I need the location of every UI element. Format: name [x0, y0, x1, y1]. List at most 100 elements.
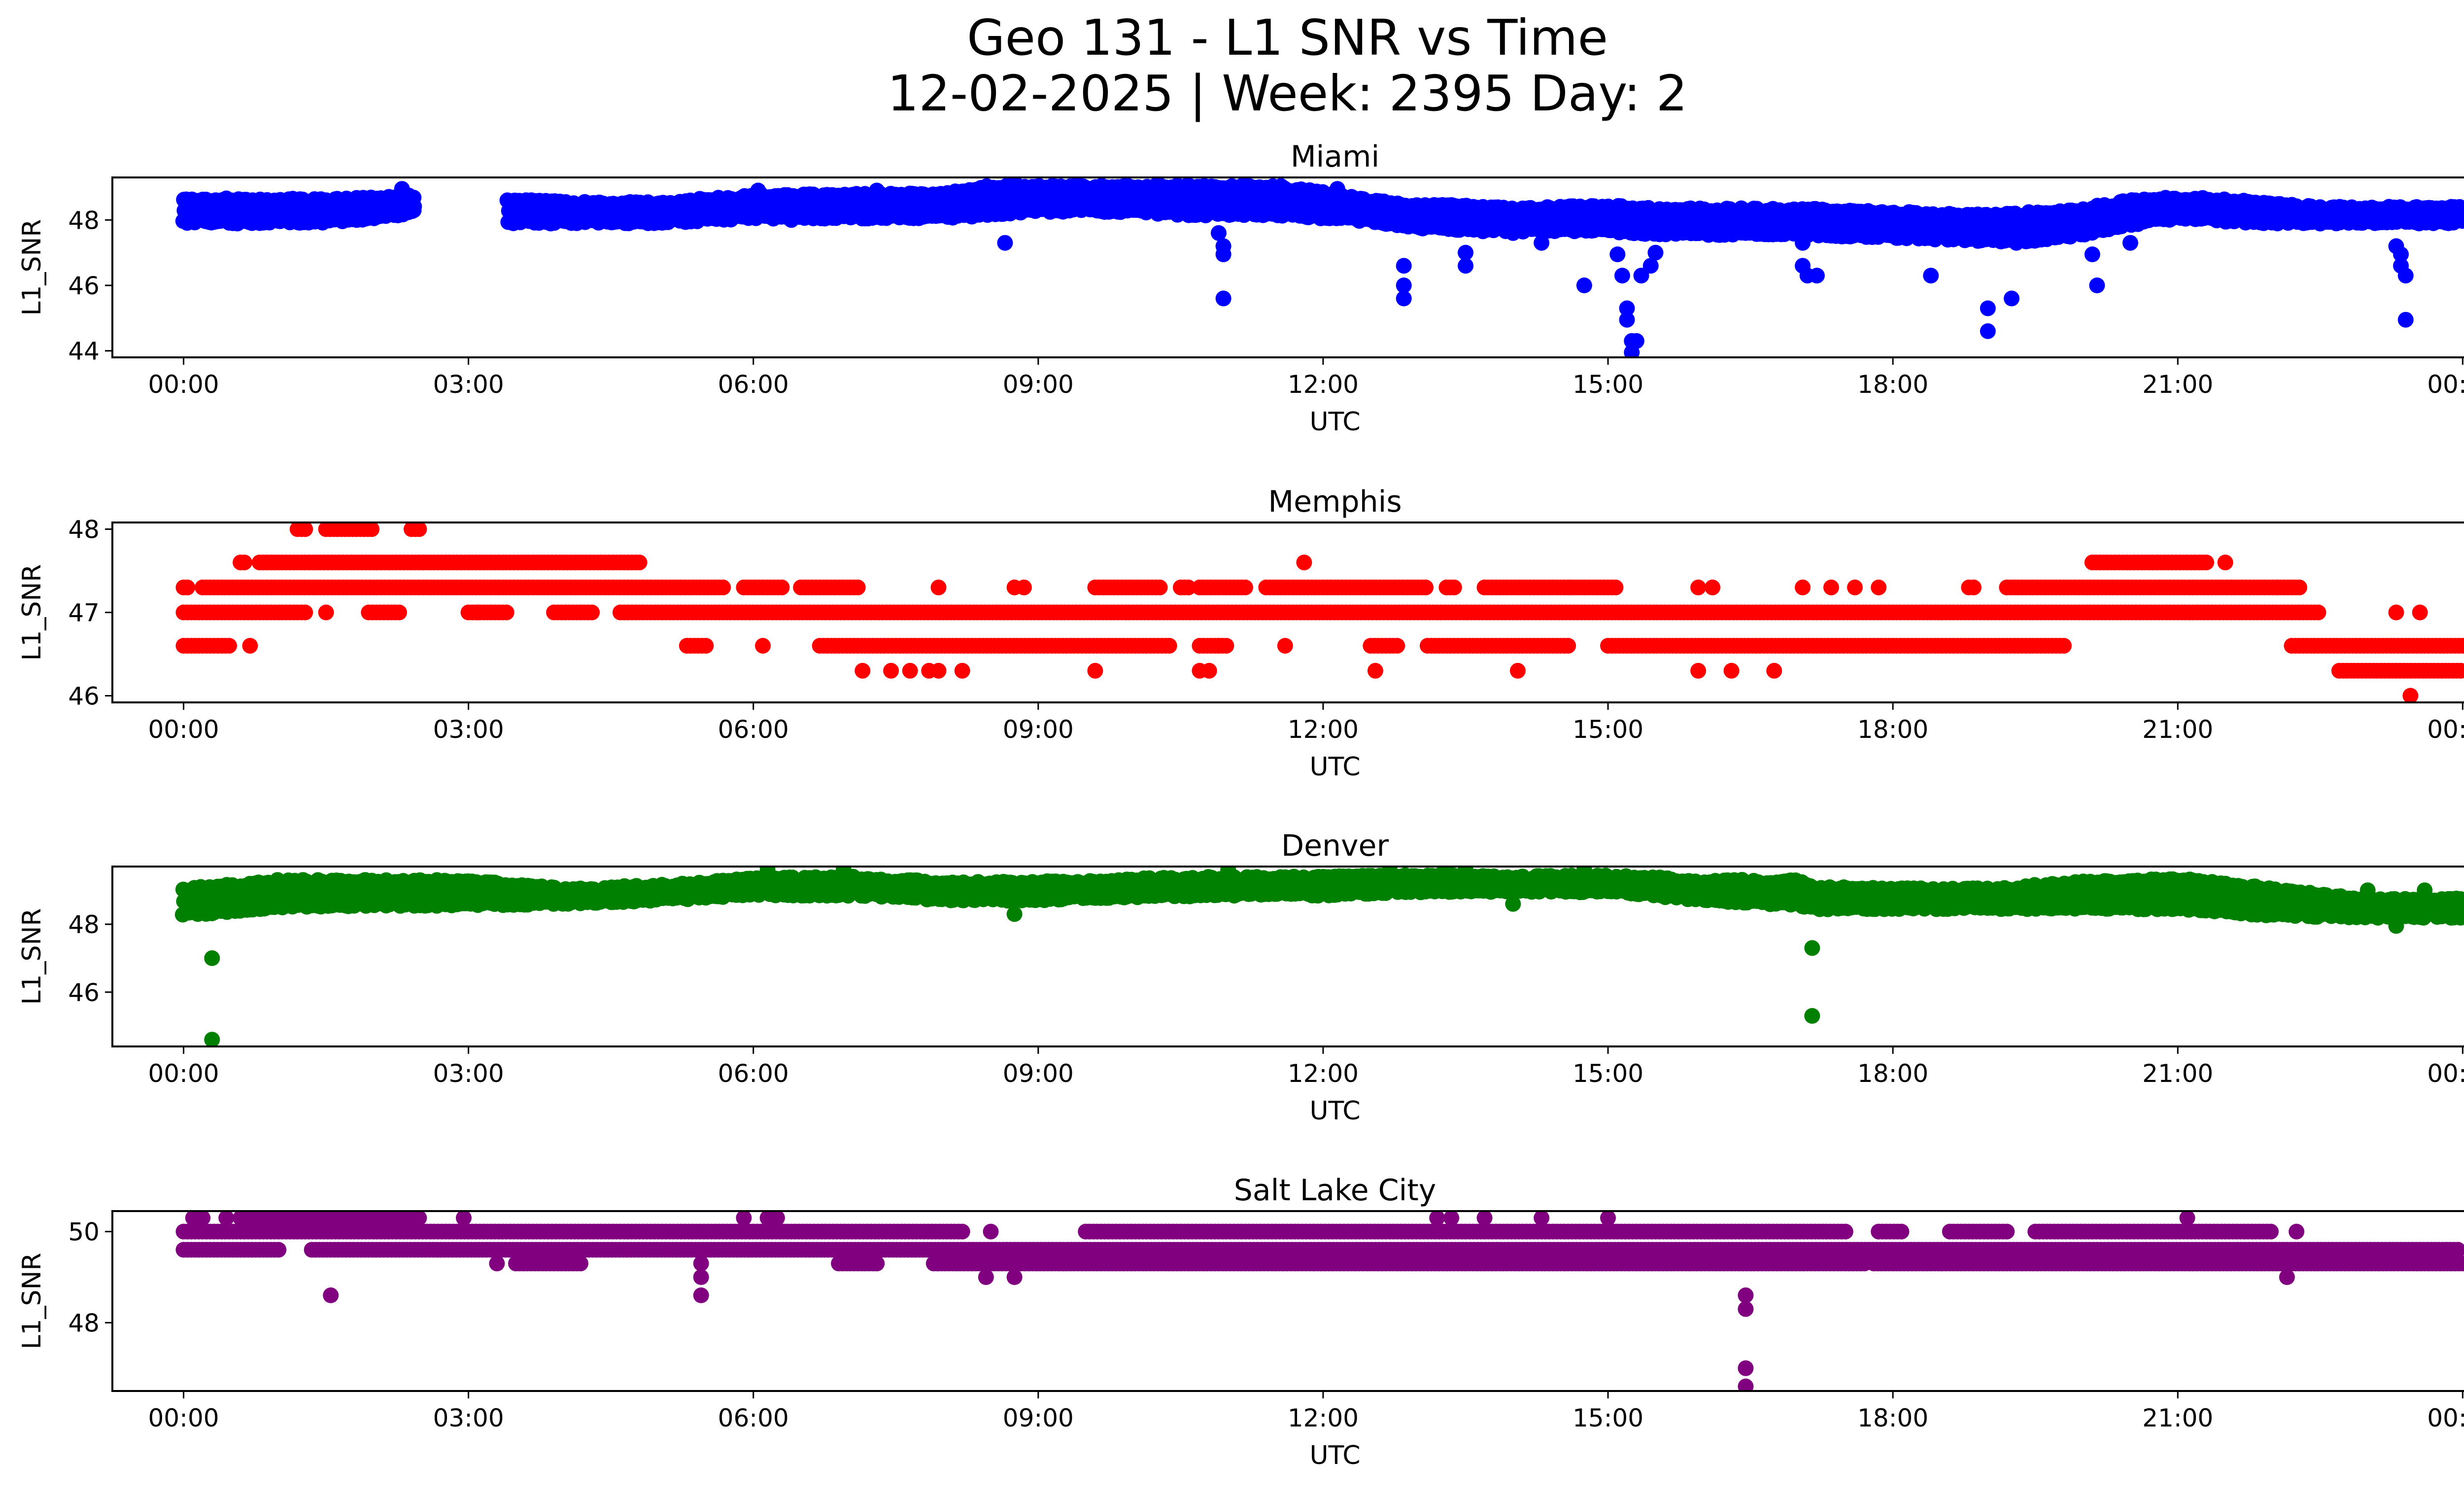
data-point	[698, 638, 714, 654]
data-point	[1389, 638, 1405, 654]
data-point	[1215, 246, 1232, 262]
data-point	[1619, 300, 1635, 316]
x-tick-label: 00:00	[148, 370, 219, 399]
data-point	[1608, 579, 1624, 595]
data-point	[1161, 638, 1177, 654]
data-point	[2122, 235, 2138, 251]
data-point	[2388, 604, 2404, 621]
x-tick-label: 06:00	[718, 370, 789, 399]
data-point	[1766, 662, 1782, 679]
data-point	[1823, 579, 1839, 595]
data-point	[1505, 225, 1521, 241]
data-point	[228, 192, 244, 209]
data-point	[883, 662, 899, 679]
y-axis-label: L1_SNR	[17, 219, 47, 315]
data-point	[1396, 290, 1412, 307]
data-point	[195, 192, 211, 209]
data-point	[2269, 579, 2286, 595]
x-tick-label: 15:00	[1573, 370, 1643, 399]
x-tick-label: 03:00	[433, 370, 504, 399]
data-point	[1210, 638, 1227, 654]
data-point	[1172, 182, 1189, 199]
data-point	[1633, 268, 1649, 284]
data-point	[179, 579, 196, 595]
data-point	[297, 604, 313, 621]
x-tick-label: 00:00	[148, 715, 219, 744]
data-point	[1418, 579, 1434, 595]
data-point	[1210, 225, 1227, 241]
data-point	[1643, 258, 1659, 274]
data-point	[318, 604, 334, 621]
data-point	[997, 235, 1013, 251]
subplot-title: Miami	[1291, 139, 1379, 174]
x-tick-label: 03:00	[433, 715, 504, 744]
data-point	[755, 638, 771, 654]
data-point	[869, 182, 885, 199]
data-point	[2412, 604, 2428, 621]
x-tick-label: 00:00	[2427, 370, 2464, 399]
data-point	[394, 181, 410, 197]
data-point	[750, 182, 766, 199]
y-axis-label: L1_SNR	[17, 564, 47, 661]
subplot-title: Denver	[1281, 829, 1389, 863]
data-point	[411, 522, 427, 537]
x-tick-label: 09:00	[1003, 370, 1074, 399]
data-point	[1619, 312, 1635, 328]
data-point	[1847, 579, 1863, 595]
data-point	[1509, 662, 1526, 679]
data-point	[2402, 688, 2419, 702]
data-point	[297, 522, 313, 537]
data-point	[2198, 555, 2214, 571]
data-point	[2455, 202, 2464, 218]
data-point	[2056, 638, 2072, 654]
figure-title-line1: Geo 131 - L1 SNR vs Time	[967, 9, 1608, 67]
data-point	[930, 662, 947, 679]
data-points	[174, 867, 2464, 1046]
data-point	[2004, 290, 2019, 307]
data-point	[930, 579, 947, 595]
x-tick-label: 12:00	[1288, 715, 1359, 744]
data-point	[2089, 278, 2105, 293]
data-point	[1152, 579, 1168, 595]
axes-frame	[111, 176, 2464, 358]
x-tick-label: 18:00	[1857, 715, 1928, 744]
data-point	[242, 638, 258, 654]
data-point	[1690, 579, 1707, 595]
x-tick-label: 15:00	[1573, 715, 1643, 744]
data-points	[175, 522, 2464, 702]
data-point	[517, 212, 534, 228]
x-tick-label: 06:00	[718, 715, 789, 744]
data-point	[470, 604, 486, 621]
data-point	[1296, 555, 1312, 571]
data-point	[1980, 323, 1996, 339]
data-point	[1458, 244, 1473, 261]
data-point	[1277, 638, 1293, 654]
data-point	[1329, 181, 1345, 197]
data-point	[391, 604, 407, 621]
data-point	[902, 662, 918, 679]
data-point	[954, 662, 970, 679]
data-point	[498, 604, 514, 621]
y-tick-label: 44	[68, 337, 100, 366]
data-point	[1534, 235, 1550, 251]
data-point	[1628, 333, 1644, 349]
x-tick-label: 00:00	[2427, 715, 2464, 744]
subplot-title: Memphis	[1268, 485, 1402, 519]
data-point	[1560, 638, 1576, 654]
x-axis-label: UTC	[1309, 752, 1360, 782]
data-point	[2455, 638, 2464, 654]
data-point	[1923, 268, 1939, 284]
data-point	[1690, 662, 1707, 679]
data-point	[221, 638, 237, 654]
data-point	[1396, 278, 1412, 293]
data-point	[783, 212, 799, 228]
y-tick-label: 47	[68, 599, 100, 627]
data-point	[1016, 579, 1032, 595]
data-point	[236, 555, 252, 571]
data-point	[364, 522, 380, 537]
data-point	[1723, 662, 1740, 679]
data-point	[2397, 312, 2414, 328]
data-point	[2453, 662, 2464, 679]
